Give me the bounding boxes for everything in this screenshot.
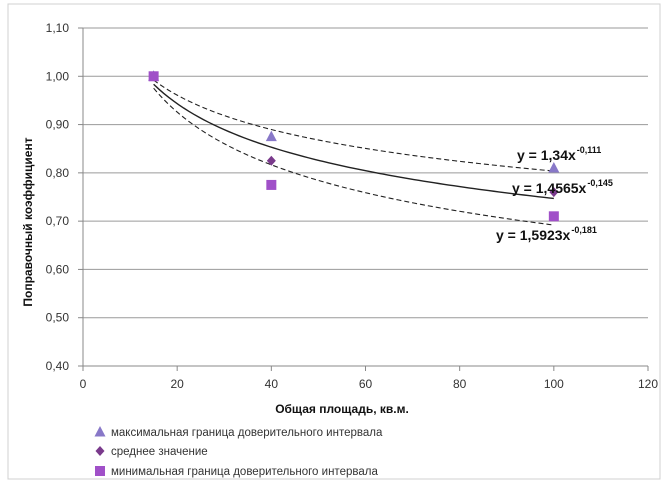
- y-tick-label: 0,70: [46, 214, 70, 228]
- chart-frame: [7, 3, 661, 480]
- y-tick-label: 0,50: [46, 311, 70, 325]
- trendline-equation: y = 1,5923x: [496, 227, 571, 243]
- trendline-equation: y = 1,34x: [517, 147, 576, 163]
- y-tick-label: 1,10: [46, 21, 70, 35]
- point-max: [548, 162, 560, 173]
- x-tick-label: 100: [544, 377, 564, 391]
- tick-labels: 0,40 0,50 0,60 0,70 0,80 0,90 1,00 1,10 0 20 40 60 8…: [46, 21, 659, 391]
- trendline-equations: y = 1,34x -0,111 y = 1,4565x -0,145 y = 1,59…: [496, 145, 613, 243]
- axes: [78, 27, 649, 371]
- data-points: [148, 70, 560, 222]
- point-mean: [266, 155, 276, 166]
- y-tick-label: 0,80: [46, 166, 70, 180]
- point-min: [548, 211, 559, 222]
- x-tick-label: 120: [638, 377, 658, 391]
- trendline-exponent: -0,145: [587, 178, 613, 188]
- legend-item: максимальная граница доверительного инте…: [94, 426, 383, 439]
- legend-item: минимальная граница доверительного интер…: [95, 466, 378, 478]
- legend-marker-square: [95, 466, 105, 476]
- point-min: [266, 179, 277, 190]
- legend-label: среднее значение: [111, 446, 208, 458]
- x-tick-label: 40: [265, 377, 279, 391]
- legend: максимальная граница доверительного инте…: [94, 426, 383, 478]
- grid-lines: [83, 27, 648, 319]
- legend-label: максимальная граница доверительного инте…: [111, 427, 383, 439]
- y-tick-label: 0,60: [46, 262, 70, 276]
- trendline-exponent: -0,181: [571, 225, 597, 235]
- x-tick-label: 20: [170, 377, 184, 391]
- trendline-min: [153, 87, 554, 226]
- trendline-mean: [153, 83, 554, 200]
- legend-label: минимальная граница доверительного интер…: [111, 466, 378, 478]
- x-tick-label: 80: [453, 377, 467, 391]
- trendline-exponent: -0,111: [577, 145, 602, 155]
- x-tick-label: 60: [359, 377, 373, 391]
- trendline-max: [153, 79, 554, 172]
- legend-marker-diamond: [95, 446, 105, 456]
- y-tick-label: 0,90: [46, 118, 70, 132]
- y-axis-title: Поправочный коэффициент: [21, 137, 35, 306]
- x-axis-title: Общая площадь, кв.м.: [275, 402, 409, 416]
- point-mean: [549, 187, 559, 198]
- point-min: [148, 71, 159, 82]
- trendlines: [153, 79, 554, 226]
- trendline-equation: y = 1,4565x: [512, 180, 587, 196]
- legend-marker-triangle: [94, 426, 106, 437]
- x-tick-label: 0: [80, 377, 87, 391]
- y-tick-label: 1,00: [46, 69, 70, 83]
- point-max: [265, 130, 277, 142]
- y-tick-label: 0,40: [46, 359, 70, 373]
- legend-item: среднее значение: [95, 446, 208, 458]
